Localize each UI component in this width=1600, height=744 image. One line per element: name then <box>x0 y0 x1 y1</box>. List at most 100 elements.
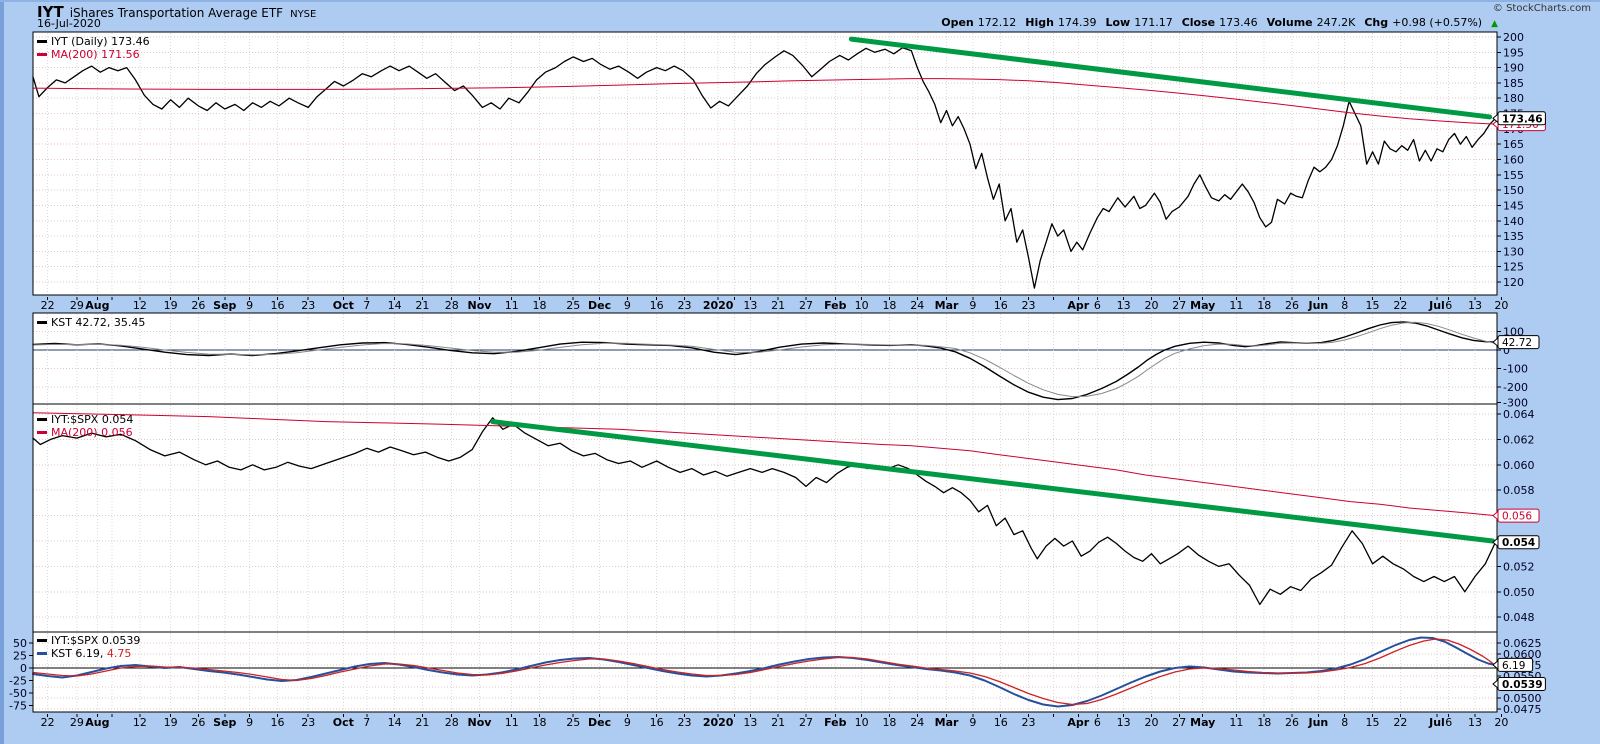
date-tick-label: 21 <box>771 299 785 312</box>
date-tick-label: 16 <box>270 716 284 729</box>
ratio-value-label-box: 0.056 <box>1492 508 1540 523</box>
kst2-legend: IYT:$SPX 0.0539 KST 6.19, 4.75 <box>37 634 140 660</box>
date-tick-label: 18 <box>882 716 896 729</box>
y-axis-tick-label: -300 <box>1503 397 1528 410</box>
kst2-value-label-box: 0.0539 <box>1492 677 1546 691</box>
date-tick-label: 27 <box>799 716 813 729</box>
kst2-v-gridlines <box>47 633 1476 711</box>
y-axis-tick-label: 145 <box>1503 199 1524 212</box>
date-tick-label: 9 <box>969 716 976 729</box>
price-plot-background <box>33 32 1497 295</box>
kst2-plot-background <box>33 632 1497 712</box>
date-tick-label: 26 <box>191 716 205 729</box>
y-axis-tick-label: 165 <box>1503 138 1524 151</box>
date-tick-label: 18 <box>1257 716 1271 729</box>
date-tick-label: 14 <box>388 299 402 312</box>
kst1-series-signal <box>32 321 1496 398</box>
y-axis-tick-label: 0.0625 <box>1503 637 1542 650</box>
y-axis-tick-label: 180 <box>1503 92 1524 105</box>
legend-marker-dash <box>37 652 47 655</box>
price-panel: 2001951901851801751701651601551501451401… <box>32 31 1546 296</box>
y-axis-tick-label: -25 <box>9 675 27 688</box>
date-tick-label: 27 <box>1172 299 1186 312</box>
chart-date: 16-Jul-2020 <box>37 17 101 30</box>
date-tick-label: 29 <box>70 716 84 729</box>
svg-text:0.0539: 0.0539 <box>1502 679 1543 691</box>
legend-line: MA(200) 171.56 <box>37 48 150 61</box>
legend-marker-dash <box>37 53 47 56</box>
ratio-panel: 0.064 0.062 0.060 0.058 0.056 0.054 0.052 0.050… <box>32 403 1540 633</box>
kst1-value-label-box: 42.72 <box>1492 335 1540 350</box>
quote-label-low: Low <box>1105 16 1131 29</box>
date-tick-label: Feb <box>824 299 847 312</box>
y-axis-tick-label: 125 <box>1503 261 1524 274</box>
y-axis-tick-label: 200 <box>1503 31 1524 44</box>
date-tick-label: Nov <box>468 716 493 729</box>
legend-marker-dash <box>37 639 47 642</box>
date-tick-label: 11 <box>1229 716 1243 729</box>
kst1-series-kst <box>32 321 1497 401</box>
date-tick-label: Dec <box>588 716 611 729</box>
legend-text: IYT (Daily) 173.46 <box>51 35 150 48</box>
date-tick-label: Jun <box>1308 716 1329 729</box>
date-tick-label: 10 <box>855 299 869 312</box>
date-tick-label: 9 <box>246 299 253 312</box>
y-axis-tick-label: 0.0600 <box>1503 648 1542 661</box>
date-tick-label: Nov <box>468 299 493 312</box>
date-tick-label: May <box>1190 716 1215 729</box>
y-axis-tick-label: 0.0500 <box>1503 692 1542 705</box>
date-tick-label: 23 <box>1022 716 1036 729</box>
y-axis-tick-label: 130 <box>1503 245 1524 258</box>
date-tick-label: 27 <box>799 299 813 312</box>
date-tick-label: 13 <box>743 299 757 312</box>
kst2-series-signal <box>32 638 1497 706</box>
quote-value-chg: +0.98 (+0.57%) <box>1392 16 1483 29</box>
quote-value-open: 172.12 <box>977 16 1017 29</box>
date-tick-label: 21 <box>415 716 429 729</box>
date-tick-label: 9 <box>624 716 631 729</box>
svg-text:0.054: 0.054 <box>1502 537 1535 549</box>
y-axis-tick-label: 0.062 <box>1503 433 1535 446</box>
date-tick-label: 6 <box>1445 716 1452 729</box>
date-tick-label: 28 <box>445 716 459 729</box>
legend-text: 4.75 <box>106 647 132 660</box>
date-tick-label: 19 <box>164 716 178 729</box>
date-tick-label: Oct <box>333 299 354 312</box>
legend-line: IYT (Daily) 173.46 <box>37 35 150 48</box>
legend-line: KST 42.72, 35.45 <box>37 316 145 329</box>
quote-value-high: 174.39 <box>1057 16 1097 29</box>
legend-line: IYT:$SPX 0.054 <box>37 413 133 426</box>
date-tick-label: Sep <box>213 716 236 729</box>
date-tick-label: 18 <box>533 716 547 729</box>
date-tick-label: 23 <box>1022 299 1036 312</box>
quote-label-high: High <box>1025 16 1054 29</box>
y-axis-tick-label: 120 <box>1503 276 1524 289</box>
date-tick-label: 8 <box>1341 716 1348 729</box>
y-axis-tick-label: 185 <box>1503 77 1524 90</box>
y-axis-tick-label: 195 <box>1503 46 1524 59</box>
date-tick-label: Feb <box>824 716 847 729</box>
y-axis-tick-label: 0.058 <box>1503 484 1535 497</box>
ratio-trendline-1 <box>490 419 1496 544</box>
kst1-plot-background <box>33 313 1497 404</box>
date-tick-label: 6 <box>1094 716 1101 729</box>
legend-text: KST 42.72, 35.45 <box>51 316 146 329</box>
legend-marker-dash <box>37 321 47 324</box>
date-tick-label: 20 <box>1494 299 1508 312</box>
date-tick-label: 6 <box>1094 299 1101 312</box>
date-tick-label: Dec <box>588 299 611 312</box>
date-tick-label: 16 <box>650 716 664 729</box>
date-axis-band-1: 22 29 Aug 12 19 26 Sep 9 16 23 Oct 7 14 21 28 Nov 11 18 25… <box>41 297 1508 312</box>
y-axis-tick-label: 155 <box>1503 169 1524 182</box>
date-tick-label: 22 <box>41 716 55 729</box>
date-tick-label: 20 <box>1144 716 1158 729</box>
y-axis-tick-label: 0.048 <box>1503 611 1535 624</box>
price-plot-border <box>32 31 1498 296</box>
date-tick-label: 12 <box>133 299 147 312</box>
y-axis-tick-label: 25 <box>13 650 27 663</box>
security-name: iShares Transportation Average ETF <box>69 6 284 20</box>
date-tick-label: 9 <box>624 299 631 312</box>
date-tick-label: 18 <box>533 299 547 312</box>
